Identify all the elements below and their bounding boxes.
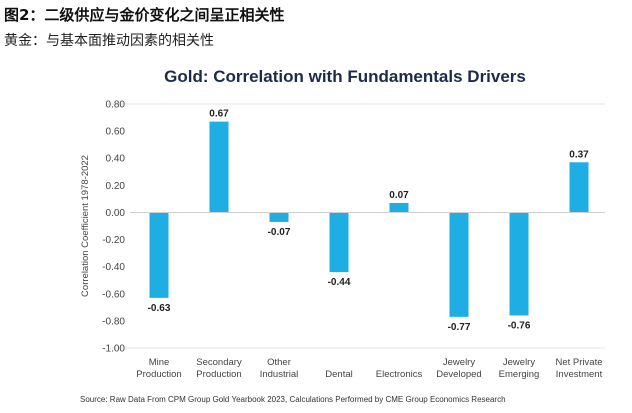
y-tick-label: -0.60 bbox=[102, 289, 125, 300]
figure-subtitle: 黄金：与基本面推动因素的相关性 bbox=[4, 33, 214, 49]
x-tick-label: Other bbox=[267, 357, 291, 368]
bar bbox=[389, 202, 409, 213]
bar bbox=[149, 212, 169, 298]
bar bbox=[569, 162, 589, 213]
data-label: -0.07 bbox=[268, 227, 291, 238]
bar bbox=[509, 212, 529, 316]
data-label: -0.76 bbox=[508, 320, 531, 331]
y-axis-label: Correlation Coefficient 1978-2022 bbox=[80, 155, 91, 297]
y-tick-label: 0.60 bbox=[106, 127, 126, 138]
bar bbox=[269, 212, 289, 222]
data-label: 0.37 bbox=[569, 149, 589, 160]
bar bbox=[209, 121, 229, 213]
x-tick-label: Secondary bbox=[196, 357, 242, 368]
chart-title: Gold: Correlation with Fundamentals Driv… bbox=[164, 67, 526, 86]
x-tick-label: Electronics bbox=[376, 369, 423, 380]
x-tick-label: Dental bbox=[325, 369, 352, 380]
bar bbox=[449, 212, 469, 317]
x-tick-label: Industrial bbox=[260, 369, 299, 380]
y-tick-label: 0.80 bbox=[106, 100, 126, 111]
y-tick-label: 0.40 bbox=[106, 154, 126, 165]
x-tick-label: Investment bbox=[556, 369, 603, 380]
y-tick-label: 0.00 bbox=[106, 208, 126, 219]
x-tick-label: Production bbox=[136, 369, 181, 380]
x-tick-label: Net Private bbox=[556, 357, 603, 368]
x-tick-label: Emerging bbox=[499, 369, 540, 380]
y-tick-label: -0.20 bbox=[102, 235, 125, 246]
x-tick-label: Developed bbox=[436, 369, 481, 380]
data-label: -0.44 bbox=[328, 277, 351, 288]
data-label: -0.63 bbox=[148, 303, 171, 314]
y-tick-label: -1.00 bbox=[102, 344, 125, 355]
y-tick-label: -0.40 bbox=[102, 262, 125, 273]
x-tick-label: Jewelry bbox=[503, 357, 535, 368]
figure-title: 图2：二级供应与金价变化之间呈正相关性 bbox=[4, 6, 285, 24]
source-note: Source: Raw Data From CPM Group Gold Yea… bbox=[80, 395, 506, 404]
x-tick-label: Jewelry bbox=[443, 357, 475, 368]
y-tick-label: 0.20 bbox=[106, 181, 126, 192]
x-tick-label: Production bbox=[196, 369, 241, 380]
bar bbox=[329, 212, 349, 273]
y-tick-label: -0.80 bbox=[102, 316, 125, 327]
data-label: 0.07 bbox=[389, 190, 409, 201]
x-tick-label: Mine bbox=[149, 357, 170, 368]
data-label: 0.67 bbox=[209, 109, 229, 120]
data-label: -0.77 bbox=[448, 322, 471, 333]
